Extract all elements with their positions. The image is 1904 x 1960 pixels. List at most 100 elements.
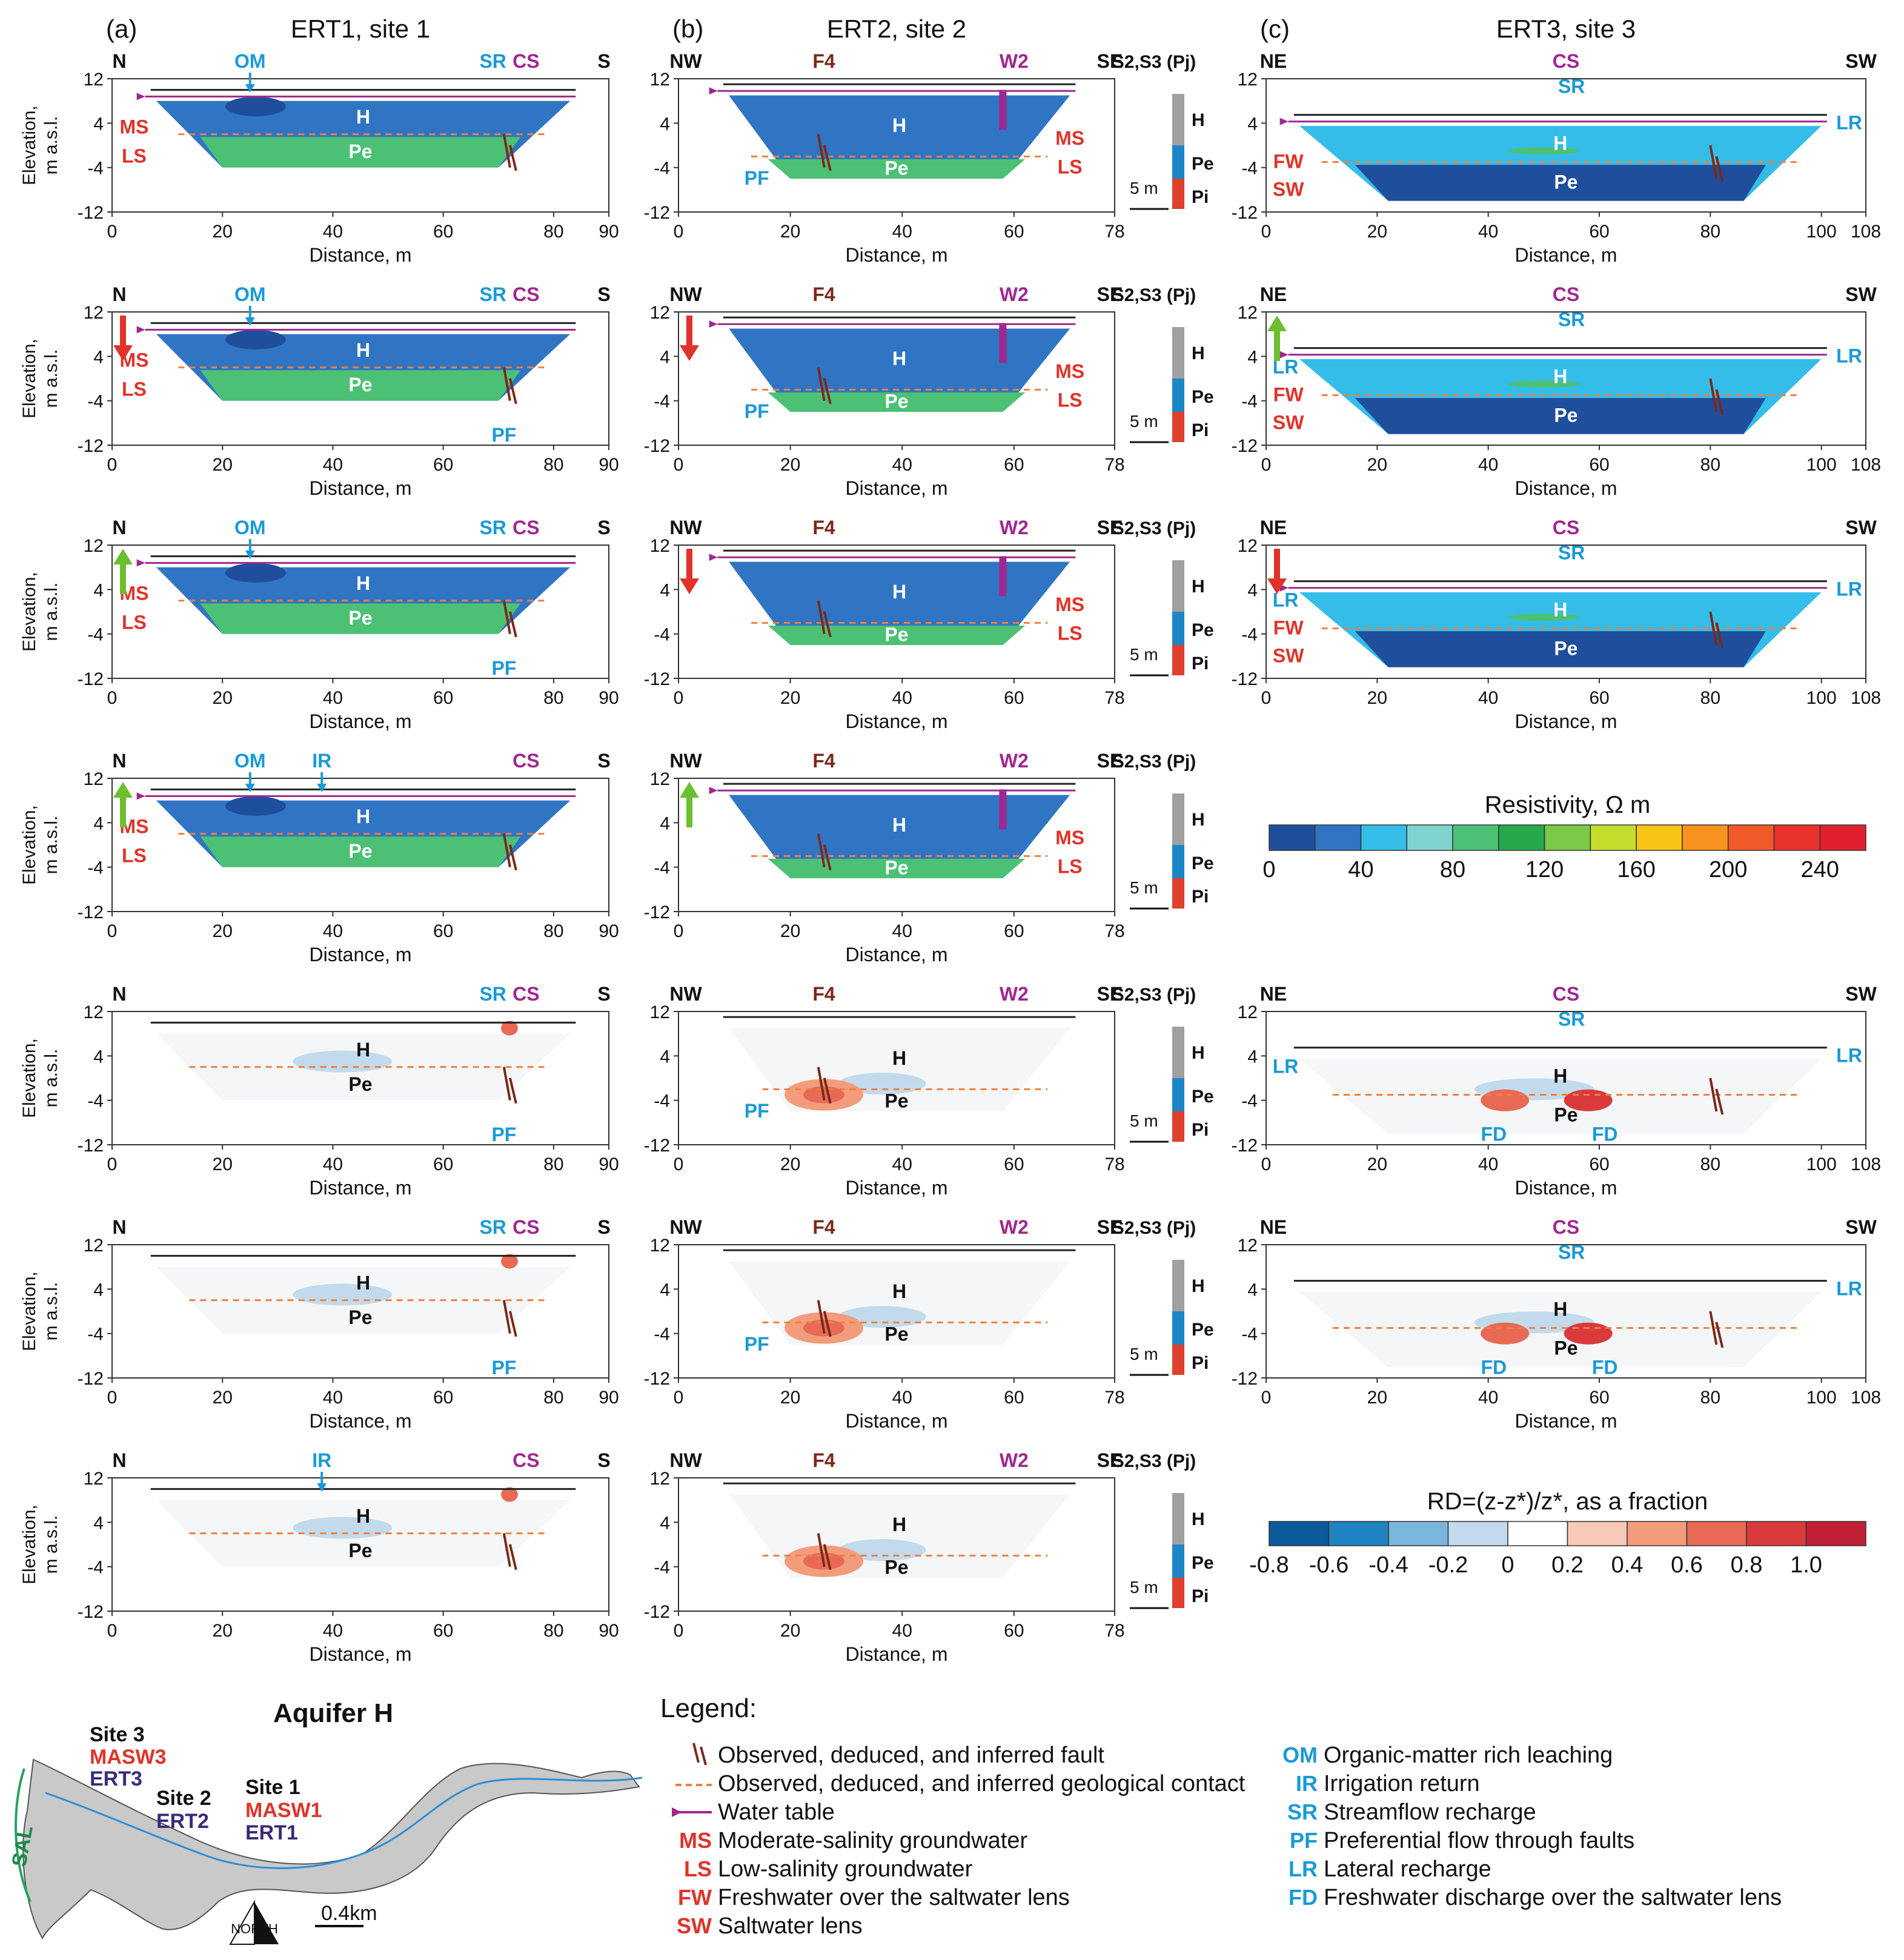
colorbar-swatch bbox=[1627, 1521, 1688, 1546]
strat-h bbox=[1172, 1260, 1184, 1311]
colorbar-swatch bbox=[1498, 824, 1545, 851]
colorbar-swatch bbox=[1544, 824, 1591, 851]
marker-pf: PF bbox=[491, 657, 516, 679]
marker-sr: SR bbox=[1558, 76, 1585, 98]
colorbar-swatch bbox=[1682, 824, 1729, 851]
direction-right: SW bbox=[1845, 283, 1877, 305]
strat-label-pe: Pe bbox=[1192, 1320, 1214, 1340]
marker-f4: F4 bbox=[812, 50, 835, 72]
strat-label-pi: Pi bbox=[1192, 887, 1209, 907]
direction-left: N bbox=[112, 50, 126, 72]
strat-h bbox=[1172, 1493, 1184, 1544]
marker-f4: F4 bbox=[812, 1216, 835, 1238]
x-tick-label: 80 bbox=[1700, 688, 1720, 708]
y-tick-label: 4 bbox=[1247, 1047, 1258, 1067]
direction-left: N bbox=[112, 750, 126, 772]
marker-cs: CS bbox=[512, 1449, 539, 1471]
x-tick-label: 20 bbox=[780, 455, 800, 475]
direction-right: S bbox=[597, 50, 610, 72]
marker-ls: LS bbox=[1058, 623, 1083, 644]
y-tick-label: -4 bbox=[87, 1091, 104, 1111]
marker-f4: F4 bbox=[812, 283, 835, 305]
fault-line bbox=[502, 600, 511, 635]
x-tick-label: 60 bbox=[1004, 455, 1024, 475]
resistivity-anomaly bbox=[1507, 147, 1581, 155]
legend-text: Saltwater lens bbox=[718, 1913, 863, 1939]
fault-line bbox=[1709, 1078, 1718, 1112]
x-tick-label: 60 bbox=[1589, 1388, 1609, 1408]
section-panel: NW SE 12 4 -4 -120 20 40 60 78 Distance, m H Pe F4 W2 M… bbox=[644, 283, 1214, 499]
x-tick-label: 0 bbox=[674, 455, 684, 475]
marker-cs: CS bbox=[512, 1216, 539, 1238]
x-tick-label: 40 bbox=[1478, 1388, 1498, 1408]
colorbar-swatch bbox=[1590, 824, 1637, 851]
y-tick-label: -4 bbox=[87, 1558, 104, 1578]
y-tick-label: -4 bbox=[654, 1558, 670, 1578]
x-tick-label: 80 bbox=[543, 1621, 563, 1641]
colorbar-swatch bbox=[1406, 824, 1453, 851]
fault-line bbox=[817, 134, 826, 168]
plot-frame bbox=[1265, 545, 1866, 679]
x-tick-label: 0 bbox=[1261, 1388, 1272, 1408]
y-axis-label: Elevation, bbox=[19, 1505, 39, 1584]
rd-anomaly bbox=[1481, 1089, 1530, 1111]
legend-abbr: PF bbox=[1290, 1828, 1318, 1853]
x-tick-label: 80 bbox=[543, 222, 563, 242]
marker-pf: PF bbox=[491, 424, 516, 446]
x-tick-label: 100 bbox=[1806, 222, 1837, 242]
fault-line bbox=[502, 1067, 511, 1101]
x-axis-label: Distance, m bbox=[1515, 1410, 1617, 1432]
strat-title: S2,S3 (Pj) bbox=[1112, 752, 1196, 772]
x-tick-label: 108 bbox=[1851, 455, 1881, 475]
trend-arrow-head bbox=[113, 345, 133, 361]
y-tick-label: 12 bbox=[650, 70, 670, 90]
x-axis-label: Distance, m bbox=[310, 710, 412, 732]
colorbar-swatch bbox=[1773, 824, 1820, 851]
marker-om: OM bbox=[234, 50, 266, 72]
marker-cs: CS bbox=[1553, 1216, 1579, 1238]
plot-frame bbox=[111, 778, 609, 912]
x-axis-label: Distance, m bbox=[1515, 244, 1617, 266]
x-tick-label: 80 bbox=[543, 455, 563, 475]
marker-cs: CS bbox=[1553, 283, 1579, 305]
layer-label-h: H bbox=[892, 1280, 906, 1302]
section-panel: N S 12 4 -4 -120 20 40 60 80 90 Distance, m Elevatio… bbox=[19, 50, 619, 266]
section-panel: N S 12 4 -4 -120 20 40 60 80 90 Distance, m Elevatio… bbox=[19, 750, 619, 965]
marker-ms: MS bbox=[119, 116, 148, 138]
marker-fd: FD bbox=[1592, 1124, 1618, 1145]
plot-frame bbox=[678, 1244, 1115, 1379]
map-title: Aquifer H bbox=[273, 1698, 393, 1728]
strat-pe bbox=[1172, 1078, 1184, 1111]
plot-frame bbox=[1265, 1011, 1866, 1145]
fault-line bbox=[1715, 622, 1724, 649]
strat-label-pe: Pe bbox=[1192, 620, 1214, 640]
strat-label-pe: Pe bbox=[1192, 853, 1214, 873]
column-title: ERT2, site 2 bbox=[827, 15, 966, 43]
site3-label: Site 3 bbox=[90, 1723, 145, 1746]
colorbar-swatch bbox=[1805, 1521, 1866, 1546]
marker-sr: SR bbox=[1558, 309, 1585, 331]
direction-left: NE bbox=[1260, 517, 1287, 538]
layer-label-pe: Pe bbox=[1554, 638, 1577, 660]
colorbar-swatch bbox=[1447, 1521, 1508, 1546]
x-tick-label: 40 bbox=[323, 1154, 343, 1174]
colorbar-swatch bbox=[1388, 1521, 1449, 1546]
y-tick-label: 4 bbox=[93, 580, 104, 600]
marker-sr: SR bbox=[479, 983, 506, 1005]
marker-sr: SR bbox=[479, 283, 506, 305]
x-axis-label: Distance, m bbox=[846, 944, 948, 965]
x-tick-label: 90 bbox=[599, 1621, 619, 1641]
direction-left: NW bbox=[669, 283, 702, 305]
strat-label-pi: Pi bbox=[1192, 420, 1209, 440]
marker-om: OM bbox=[234, 517, 266, 538]
resistivity-layer bbox=[200, 836, 521, 867]
x-tick-label: 0 bbox=[1261, 688, 1272, 708]
resistivity-body bbox=[729, 95, 1070, 179]
x-tick-label: 40 bbox=[892, 921, 912, 941]
x-tick-label: 40 bbox=[892, 688, 912, 708]
x-tick-label: 20 bbox=[1367, 1154, 1387, 1174]
colorbar-tick: 0 bbox=[1501, 1552, 1514, 1578]
x-tick-label: 108 bbox=[1851, 1154, 1881, 1174]
legend-text: Organic-matter rich leaching bbox=[1324, 1743, 1613, 1768]
